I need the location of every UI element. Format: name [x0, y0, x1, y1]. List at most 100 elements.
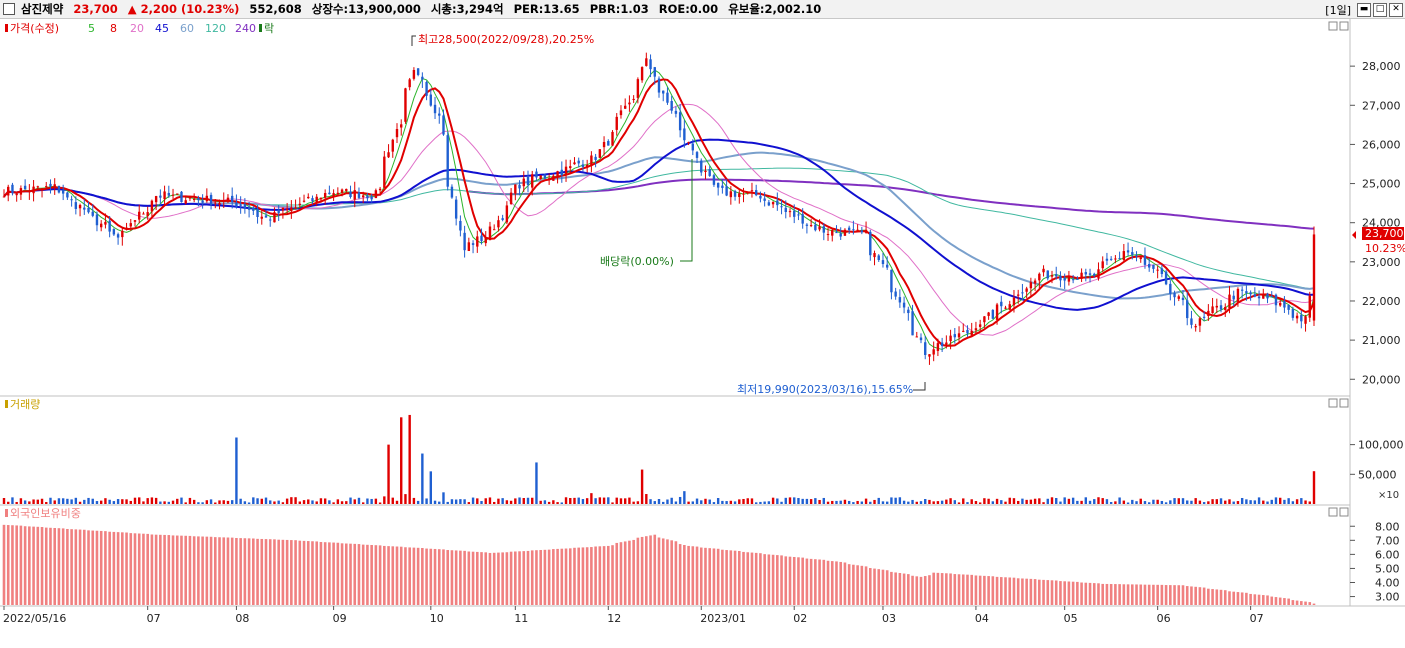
candle-body: [632, 98, 635, 101]
foreign-bar: [645, 536, 648, 605]
volume-bar: [674, 501, 678, 504]
candle-body: [32, 186, 35, 194]
stock-name: 삼진제약: [21, 2, 64, 16]
volume-bar: [252, 497, 255, 504]
volume-bar: [205, 500, 209, 504]
foreign-bar: [1084, 582, 1088, 605]
foreign-bar: [1139, 584, 1143, 605]
candle-body: [171, 194, 175, 196]
foreign-bar: [560, 548, 564, 605]
volume-bar: [425, 498, 428, 504]
candle-body: [11, 184, 14, 194]
panel-buttons[interactable]: [1328, 21, 1349, 517]
candle-body: [1029, 282, 1033, 289]
volume-bar: [28, 501, 31, 504]
foreign-bar: [611, 545, 614, 605]
foreign-bar: [366, 544, 369, 605]
candle-body: [1109, 258, 1113, 260]
candle-body: [860, 230, 864, 233]
candle-body: [1050, 275, 1054, 277]
price-tick-label: 27,000: [1362, 99, 1401, 112]
candle-body: [691, 143, 695, 151]
candle-body: [438, 113, 441, 116]
candle-body: [962, 330, 965, 332]
candle-body: [1063, 277, 1066, 281]
candle-body: [1156, 269, 1159, 271]
volume-bar: [112, 501, 116, 504]
volume-bar: [323, 498, 327, 504]
foreign-bar: [1029, 578, 1033, 605]
foreign-bar: [1240, 592, 1244, 605]
volume-bar: [767, 501, 771, 504]
volume-bar: [729, 500, 733, 504]
candle-body: [226, 197, 230, 201]
candle-body: [898, 297, 902, 303]
select-checkbox[interactable]: [3, 3, 15, 15]
candle-body: [1067, 276, 1071, 282]
foreign-bar: [1164, 585, 1168, 605]
volume-bar: [366, 498, 369, 504]
date-tick-label: 2023/01: [700, 612, 746, 625]
volume-bar: [645, 494, 648, 504]
candle-body: [953, 334, 957, 338]
candle-body: [87, 207, 90, 213]
foreign-bar: [539, 550, 542, 605]
candle-body: [256, 208, 259, 218]
close-icon[interactable]: ✕: [1389, 3, 1403, 17]
candle-body: [264, 215, 268, 218]
foreign-bar: [683, 545, 686, 605]
volume-bar: [919, 501, 923, 504]
volume-bar: [1088, 500, 1092, 504]
candle-body: [277, 209, 280, 213]
stock-chart: 가격(수정) 5 8 20 45 60 120 240 락 28,000 27,0…: [0, 19, 1405, 625]
foreign-bar: [1194, 586, 1197, 605]
foreign-bar: [429, 548, 433, 605]
candle-body: [129, 223, 132, 227]
foreign-bar: [1025, 578, 1028, 605]
foreign-bar: [1071, 581, 1075, 605]
foreign-bar: [332, 542, 335, 605]
foreign-bar: [57, 528, 61, 605]
volume-bar: [83, 499, 86, 504]
volume-bar: [594, 498, 597, 504]
candle-body: [1080, 272, 1083, 279]
foreign-bar: [1046, 580, 1050, 605]
foreign-bar: [1181, 585, 1185, 605]
foreign-bar: [450, 550, 454, 605]
volume-bar: [666, 499, 669, 504]
candle-body: [788, 211, 792, 213]
volume-bar: [1080, 500, 1083, 504]
price-tick-label: 21,000: [1362, 334, 1401, 347]
foreign-bar: [1126, 584, 1130, 605]
volume-bar: [1097, 497, 1100, 504]
volume-bar: [154, 497, 158, 504]
maximize-icon[interactable]: □: [1373, 3, 1387, 17]
volume-bar: [11, 497, 14, 504]
foreign-bar: [581, 547, 585, 605]
volume-axis: 100,000 50,000: [1350, 439, 1404, 481]
candle-body: [1194, 326, 1197, 328]
date-tick-label: 07: [147, 612, 161, 625]
candle-body: [366, 195, 369, 199]
ma-20-line: [3, 103, 1315, 336]
volume-bar: [1139, 498, 1142, 504]
candle-body: [1198, 318, 1202, 326]
candle-body: [421, 76, 424, 80]
candle-body: [907, 309, 910, 314]
volume-bar: [1194, 498, 1197, 504]
candle-body: [831, 230, 834, 236]
period-selector[interactable]: [1일]: [1325, 4, 1351, 17]
foreign-bar: [526, 550, 530, 605]
candle-body: [192, 198, 196, 201]
minimize-icon[interactable]: ▬: [1357, 3, 1371, 17]
volume-bar: [294, 497, 297, 504]
foreign-bar: [344, 543, 348, 605]
candle-body: [91, 211, 94, 216]
foreign-bar: [497, 552, 500, 605]
volume-bar: [547, 501, 551, 504]
candle-body: [543, 174, 547, 179]
volume-bar: [235, 437, 238, 504]
foreign-bar: [23, 526, 27, 605]
volume-bar: [454, 499, 458, 504]
legend-ma20: 20: [130, 22, 144, 35]
